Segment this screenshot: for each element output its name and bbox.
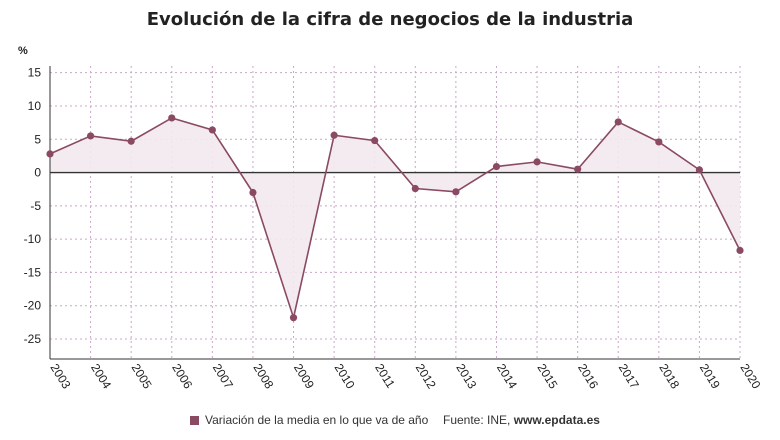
data-point [533,158,541,166]
data-point [574,165,582,173]
y-tick-label: 10 [28,99,42,113]
y-tick-label: 0 [34,166,41,180]
x-tick-label: 2017 [616,361,642,391]
legend-swatch [190,415,199,425]
chart-title: Evolución de la cifra de negocios de la … [146,9,634,30]
x-tick-label: 2013 [453,361,479,391]
data-point [736,246,744,255]
x-tick-label: 2015 [535,361,561,391]
y-tick-label: -5 [30,199,41,213]
source-site: www.epdata.es [513,413,600,427]
y-tick-label: -10 [24,232,42,246]
series-line [49,117,741,321]
x-tick-label: 2016 [575,361,601,391]
data-point [614,118,622,126]
x-tick-label: 2020 [737,361,763,391]
data-point [695,166,704,174]
y-tick-label: 15 [28,66,42,80]
legend-label: Variación de la media en lo que va de añ… [205,413,429,427]
series-area [50,117,740,318]
x-tick-label: 2005 [129,361,155,391]
x-tick-label: 2004 [88,361,114,391]
x-tick-label: 2006 [169,361,195,391]
y-tick-label: 5 [34,132,41,146]
data-point [168,114,176,122]
x-tick-label: 2007 [210,361,236,391]
data-point [127,137,135,145]
data-point [492,162,501,171]
data-point [371,136,379,145]
data-point [86,132,95,140]
y-tick-label: -15 [24,265,42,279]
y-tick-label: -25 [24,332,42,346]
x-tick-label: 2010 [332,361,358,391]
x-tick-label: 2003 [47,361,73,391]
y-axis-unit: % [18,45,28,57]
source-label: Fuente: INE, [443,413,514,427]
x-tick-label: 2018 [656,361,682,391]
legend: Variación de la media en lo que va de añ… [190,413,428,427]
data-point [452,188,460,196]
x-tick-label: 2014 [494,361,520,391]
x-tick-label: 2009 [291,361,317,391]
data-point [208,126,216,134]
data-point [411,184,419,193]
y-tick-label: -20 [24,299,42,313]
x-tick-label: 2011 [372,361,398,391]
data-point [330,131,338,139]
data-point [655,138,663,146]
x-tick-label: 2019 [697,361,723,391]
data-point [46,150,54,158]
source-note: Fuente: INE, www.epdata.es [443,413,600,427]
data-point [249,188,257,197]
x-tick-label: 2012 [413,361,439,391]
x-tick-label: 2008 [250,361,276,391]
data-point [289,314,298,322]
